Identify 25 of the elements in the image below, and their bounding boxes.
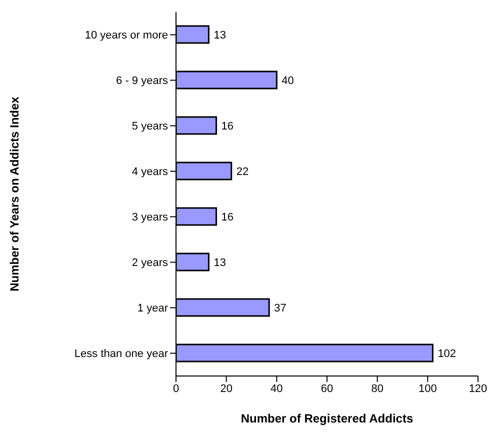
data-label: 22 xyxy=(236,166,249,178)
y-tick-label: Less than one year xyxy=(74,348,168,360)
data-label: 13 xyxy=(214,29,226,42)
x-tick-label: 100 xyxy=(418,382,437,395)
x-tick-label: 120 xyxy=(468,382,488,395)
x-tick-label: 60 xyxy=(320,382,334,395)
y-tick-label: 3 years xyxy=(132,212,168,224)
data-label: 37 xyxy=(274,302,286,314)
y-tick-label: 10 years or more xyxy=(84,30,168,42)
data-label: 102 xyxy=(438,348,456,360)
data-label: 40 xyxy=(282,74,294,87)
x-tick-label: 80 xyxy=(371,382,384,395)
x-tick-label: 40 xyxy=(270,382,283,395)
y-tick-label: 1 year xyxy=(137,302,168,315)
data-label: 13 xyxy=(214,256,226,269)
x-tick-label: 20 xyxy=(220,382,232,395)
x-axis-title: Number of Registered Addicts xyxy=(240,412,414,426)
x-tick-label: 0 xyxy=(172,382,180,395)
y-tick-label: 5 years xyxy=(132,120,168,133)
y-tick-label: 2 years xyxy=(132,257,168,270)
data-label: 16 xyxy=(221,211,234,224)
y-tick-label: 6 - 9 years xyxy=(116,75,168,88)
y-tick-label: 4 years xyxy=(132,166,168,178)
data-label: 16 xyxy=(221,120,234,132)
y-axis-title: Number of Years on Addicts Index xyxy=(7,96,22,292)
